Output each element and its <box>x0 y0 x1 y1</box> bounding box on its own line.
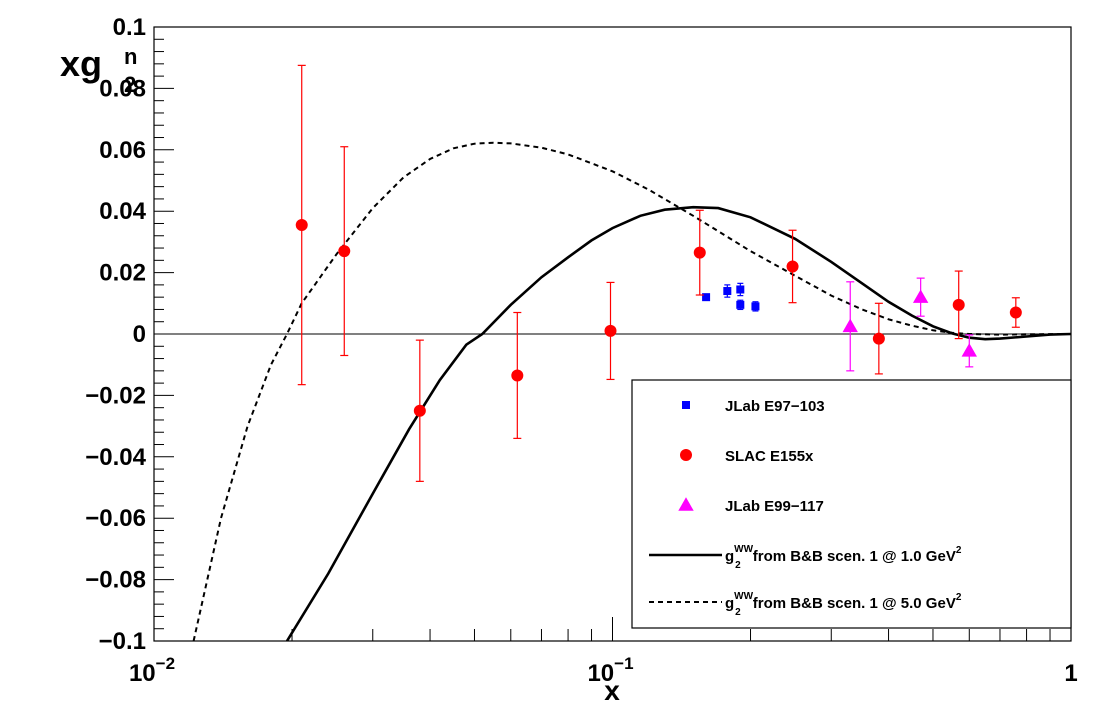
legend-marker <box>680 449 692 461</box>
curve-2 <box>192 141 1071 641</box>
x-axis-title: x <box>604 675 620 706</box>
legend-label: JLab E99−117 <box>725 498 824 515</box>
data-point <box>1009 306 1022 319</box>
plot-area <box>154 64 1071 641</box>
data-point <box>295 219 308 232</box>
data-point <box>842 318 858 333</box>
y-tick-label: 0.02 <box>99 260 146 287</box>
y-tick-label: 0.06 <box>99 137 146 164</box>
series-3 <box>842 277 977 372</box>
data-point <box>952 298 965 311</box>
data-point <box>736 300 745 309</box>
y-tick-label: −0.02 <box>85 382 146 409</box>
y-tick-label: 0 <box>133 321 146 348</box>
data-point <box>338 245 351 258</box>
y-tick-label: −0.04 <box>85 444 146 471</box>
data-point <box>693 246 706 259</box>
legend-label: SLAC E155x <box>725 448 814 465</box>
series-2 <box>295 64 1022 482</box>
data-point <box>723 287 732 296</box>
data-point <box>413 404 426 417</box>
data-point <box>786 260 799 273</box>
data-point <box>912 289 929 303</box>
y-tick-label: −0.06 <box>85 505 146 532</box>
legend-label: gWW 2 from B&B scen. 1 @ 1.0 GeV2 <box>725 544 962 571</box>
data-point <box>736 285 745 294</box>
y-axis-title: xg n 2 <box>60 43 137 97</box>
data-point <box>511 369 524 382</box>
curve-1 <box>285 205 1071 641</box>
y-tick-label: 0.08 <box>99 75 146 102</box>
legend-label: gWW 2 from B&B scen. 1 @ 5.0 GeV2 <box>725 591 962 618</box>
legend-marker <box>678 497 694 511</box>
x-tick-label: 10−1 <box>587 654 633 687</box>
data-point <box>961 343 977 357</box>
curves <box>192 141 1071 641</box>
data-point <box>751 302 760 311</box>
y-tick-label: 0.04 <box>99 198 146 225</box>
legend-box <box>631 379 1072 629</box>
data-point <box>604 324 617 337</box>
data-point <box>702 293 711 302</box>
y-tick-label: −0.08 <box>85 567 146 594</box>
y-tick-label: −0.1 <box>99 628 146 655</box>
x-tick-label: 1 <box>1064 660 1077 687</box>
axes: 0.1 0.08 0.06 0.04 0.02 0 −0.02 −0.04 −0.06 −0.08… <box>60 14 1078 706</box>
legend: JLab E97−103 SLAC E155x JLab E99−117 gWW 2 f… <box>631 379 1072 629</box>
x-tick-label: 10−2 <box>129 654 175 687</box>
series-1 <box>702 282 760 312</box>
y-tick-label: 0.1 <box>113 14 146 41</box>
data-point <box>872 332 885 345</box>
legend-label: JLab E97−103 <box>725 398 825 415</box>
legend-marker <box>682 401 690 409</box>
